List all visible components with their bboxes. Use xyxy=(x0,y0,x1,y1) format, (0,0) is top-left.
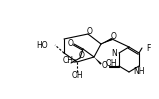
Text: O: O xyxy=(87,27,93,36)
Text: N: N xyxy=(111,49,117,58)
Text: OH: OH xyxy=(106,59,118,68)
Polygon shape xyxy=(94,57,102,65)
Text: F: F xyxy=(146,43,150,52)
Text: NH: NH xyxy=(133,68,145,77)
Text: O: O xyxy=(68,39,74,48)
Text: HO: HO xyxy=(36,40,48,50)
Polygon shape xyxy=(101,38,113,44)
Text: O: O xyxy=(102,61,108,70)
Text: OH: OH xyxy=(71,71,83,80)
Text: O: O xyxy=(79,50,85,59)
Text: O: O xyxy=(111,31,117,40)
Text: CH₃: CH₃ xyxy=(63,56,77,65)
